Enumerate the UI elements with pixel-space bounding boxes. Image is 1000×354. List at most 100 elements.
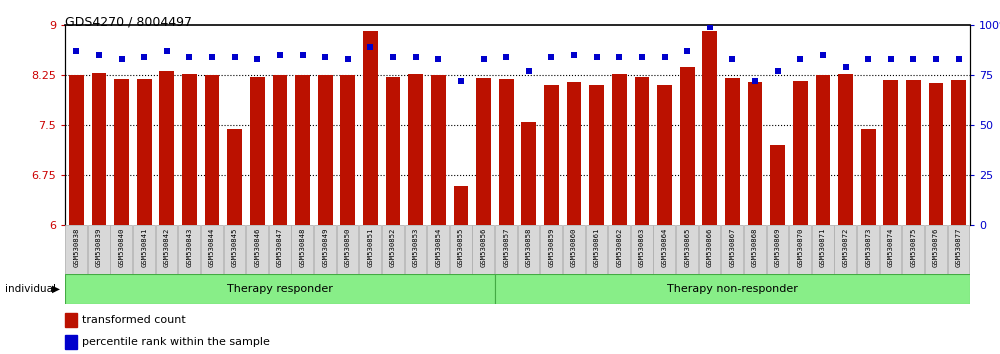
Bar <box>748 82 762 225</box>
Point <box>747 78 763 84</box>
FancyBboxPatch shape <box>721 225 743 274</box>
Point <box>657 54 673 59</box>
Bar <box>770 145 785 225</box>
Point <box>521 68 537 74</box>
FancyBboxPatch shape <box>834 225 856 274</box>
Text: GSM530873: GSM530873 <box>865 227 871 267</box>
Bar <box>182 74 197 225</box>
Text: GSM530862: GSM530862 <box>616 227 622 267</box>
Bar <box>476 78 491 225</box>
FancyBboxPatch shape <box>631 225 653 274</box>
Text: transformed count: transformed count <box>82 315 186 325</box>
FancyBboxPatch shape <box>88 225 110 274</box>
Text: Therapy responder: Therapy responder <box>227 284 333 295</box>
FancyBboxPatch shape <box>337 225 358 274</box>
Bar <box>951 80 966 225</box>
Point <box>815 52 831 58</box>
Bar <box>861 129 876 225</box>
Text: percentile rank within the sample: percentile rank within the sample <box>82 337 270 347</box>
FancyBboxPatch shape <box>65 225 87 274</box>
Text: GSM530856: GSM530856 <box>481 227 487 267</box>
Bar <box>793 81 808 225</box>
FancyBboxPatch shape <box>925 225 947 274</box>
Text: GSM530866: GSM530866 <box>707 227 713 267</box>
Bar <box>114 79 129 225</box>
Bar <box>250 77 265 225</box>
Point <box>295 52 311 58</box>
Text: GSM530860: GSM530860 <box>571 227 577 267</box>
Point <box>430 56 446 62</box>
Bar <box>205 75 219 225</box>
Bar <box>227 129 242 225</box>
Text: GSM530868: GSM530868 <box>752 227 758 267</box>
Text: GSM530853: GSM530853 <box>413 227 419 267</box>
Bar <box>612 74 627 225</box>
Text: Therapy non-responder: Therapy non-responder <box>667 284 798 295</box>
Bar <box>702 32 717 225</box>
Text: GDS4270 / 8004497: GDS4270 / 8004497 <box>65 16 192 29</box>
Bar <box>65 335 77 349</box>
Bar <box>340 75 355 225</box>
Point <box>860 56 876 62</box>
Text: GSM530848: GSM530848 <box>300 227 306 267</box>
Text: GSM530839: GSM530839 <box>96 227 102 267</box>
Bar <box>495 274 970 304</box>
Text: GSM530872: GSM530872 <box>843 227 849 267</box>
Point <box>702 24 718 30</box>
Point <box>272 52 288 58</box>
FancyBboxPatch shape <box>653 225 675 274</box>
Point <box>543 54 559 59</box>
Bar <box>657 85 672 225</box>
Text: GSM530874: GSM530874 <box>888 227 894 267</box>
Text: GSM530870: GSM530870 <box>797 227 803 267</box>
Text: GSM530854: GSM530854 <box>435 227 441 267</box>
FancyBboxPatch shape <box>472 225 494 274</box>
Text: GSM530869: GSM530869 <box>775 227 781 267</box>
FancyBboxPatch shape <box>948 225 969 274</box>
Point <box>227 54 243 59</box>
Text: GSM530841: GSM530841 <box>141 227 147 267</box>
Text: GSM530849: GSM530849 <box>322 227 328 267</box>
FancyBboxPatch shape <box>110 225 132 274</box>
FancyBboxPatch shape <box>269 225 291 274</box>
Bar <box>680 67 695 225</box>
FancyBboxPatch shape <box>450 225 472 274</box>
Point <box>634 54 650 59</box>
FancyBboxPatch shape <box>586 225 607 274</box>
Bar <box>725 78 740 225</box>
Bar <box>273 75 287 225</box>
Bar <box>65 274 495 304</box>
FancyBboxPatch shape <box>405 225 426 274</box>
Bar <box>838 74 853 225</box>
Point <box>362 44 378 50</box>
FancyBboxPatch shape <box>427 225 449 274</box>
Bar <box>929 84 943 225</box>
Bar <box>408 74 423 225</box>
FancyBboxPatch shape <box>857 225 879 274</box>
Bar <box>431 75 446 225</box>
Bar <box>65 313 77 327</box>
Bar <box>544 85 559 225</box>
Text: GSM530857: GSM530857 <box>503 227 509 267</box>
FancyBboxPatch shape <box>201 225 223 274</box>
Text: GSM530846: GSM530846 <box>254 227 260 267</box>
FancyBboxPatch shape <box>563 225 585 274</box>
Text: ▶: ▶ <box>52 284 60 294</box>
Bar <box>567 82 581 225</box>
Point <box>68 48 84 53</box>
Text: GSM530852: GSM530852 <box>390 227 396 267</box>
FancyBboxPatch shape <box>699 225 720 274</box>
FancyBboxPatch shape <box>224 225 245 274</box>
Point <box>589 54 605 59</box>
FancyBboxPatch shape <box>518 225 539 274</box>
Bar <box>589 85 604 225</box>
Bar <box>454 186 468 225</box>
Text: GSM530845: GSM530845 <box>232 227 238 267</box>
Point <box>611 54 627 59</box>
Text: GSM530843: GSM530843 <box>186 227 192 267</box>
Point <box>453 78 469 84</box>
Text: GSM530858: GSM530858 <box>526 227 532 267</box>
Text: GSM530851: GSM530851 <box>367 227 373 267</box>
Bar <box>92 73 106 225</box>
Bar <box>363 32 378 225</box>
